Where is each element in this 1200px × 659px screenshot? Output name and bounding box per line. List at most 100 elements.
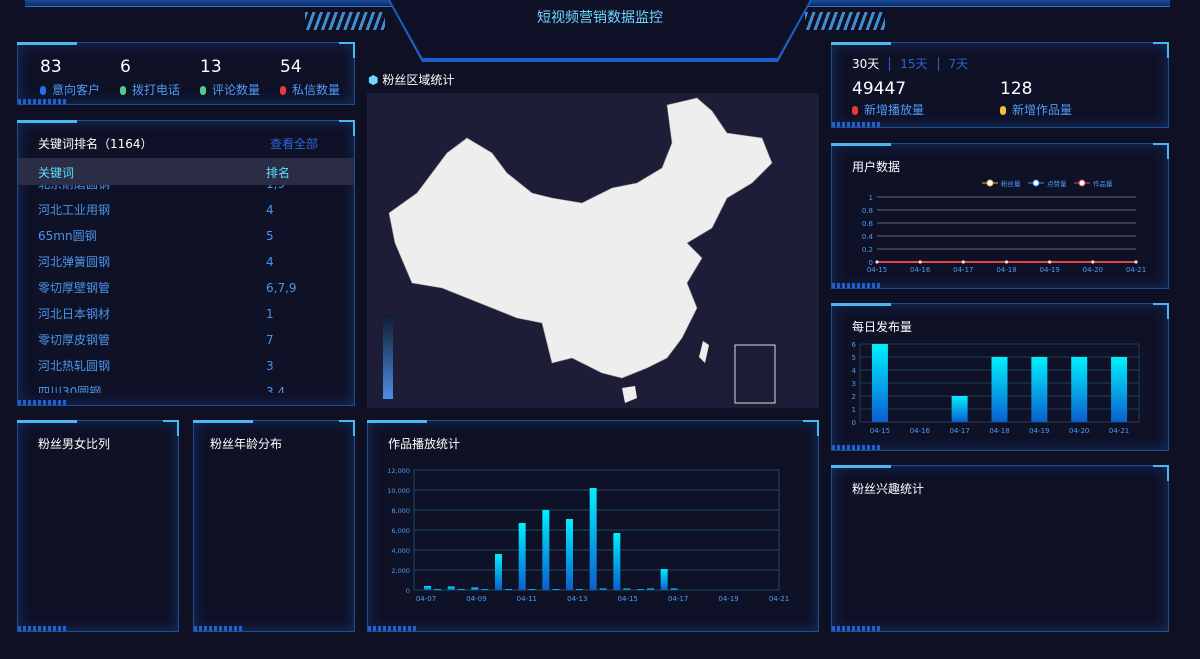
- user-data-panel: 用户数据 0 0.2 0.4 0.6 0.8 1 04-15 04-16 04-17 04-18 0…: [831, 143, 1169, 289]
- bar: [542, 510, 550, 590]
- bar: [505, 589, 512, 590]
- gender-title: 粉丝男女比列: [38, 437, 111, 451]
- daily-chart: 0 1 2 3 4 5 6 04-15 04-16 04-17 04-18 04-19 04-20 04-…: [852, 341, 1140, 435]
- y-tick-label: 3: [852, 380, 856, 388]
- stat-2: 13 评论数量: [200, 57, 260, 98]
- view-all-link[interactable]: 查看全部: [270, 137, 319, 151]
- user-chart: 0 0.2 0.4 0.6 0.8 1 04-15 04-16 04-17 04-18 04-19 0…: [862, 179, 1146, 274]
- stat-label: 评论数量: [212, 83, 261, 97]
- daily-title: 每日发布量: [852, 320, 913, 334]
- period-panel: 30天 15天 7天 49447 新增播放量 128 新增作品量: [831, 42, 1169, 128]
- tab-0[interactable]: 30天: [852, 57, 880, 71]
- metric-1: 128 新增作品量: [1000, 79, 1072, 118]
- keyword: 零切厚皮钢管: [38, 333, 111, 347]
- bar: [613, 533, 621, 590]
- china-map: [383, 97, 776, 404]
- rank: 1: [266, 307, 274, 321]
- play-title: 作品播放统计: [388, 437, 461, 451]
- x-tick-label: 04-18: [989, 427, 1009, 435]
- bar: [647, 588, 654, 590]
- y-tick-label: 1: [869, 194, 873, 202]
- x-tick-label: 04-11: [517, 595, 537, 603]
- data-point: [1091, 260, 1095, 264]
- y-tick-label: 0: [406, 587, 410, 595]
- header-stripes-right: [805, 12, 885, 30]
- y-tick-label: 4: [852, 367, 857, 375]
- x-tick-label: 04-18: [996, 266, 1016, 274]
- tab-2[interactable]: 7天: [937, 57, 969, 71]
- legend-label: 作品量: [1093, 179, 1113, 188]
- bar: [589, 488, 597, 590]
- bar: [457, 589, 465, 590]
- data-point: [961, 260, 965, 264]
- bar: [447, 586, 455, 590]
- keyword-row: 河北日本钢材 1: [18, 301, 354, 327]
- keyword-row: 河北热轧圆钢 3: [18, 353, 354, 379]
- rank: 6,7,9: [266, 281, 297, 295]
- keyword: 河北日本钢材: [38, 307, 111, 321]
- legend-marker: [1078, 179, 1086, 187]
- bar: [660, 569, 668, 590]
- daily-panel: 每日发布量 0 1 2 3 4 5 6 04-15 04-16 04-17 04-18 04-19 04…: [831, 303, 1169, 451]
- y-tick-label: 0.8: [862, 207, 873, 215]
- y-tick-label: 0: [869, 259, 873, 267]
- stat-value: 54: [280, 57, 302, 77]
- keyword-row: 65mn圆钢 5: [18, 223, 354, 249]
- y-tick-label: 4,000: [391, 547, 410, 555]
- keyword-table-header: 关键词 排名: [18, 158, 354, 185]
- bar: [434, 589, 441, 590]
- stat-dot-icon: [120, 86, 126, 95]
- map-area[interactable]: [367, 93, 819, 408]
- metric-label: 新增作品量: [1012, 103, 1073, 117]
- bar: [599, 588, 607, 590]
- rank: 4: [266, 203, 274, 217]
- x-tick-label: 04-19: [1039, 266, 1059, 274]
- x-tick-label: 04-21: [769, 595, 789, 603]
- interest-title: 粉丝兴趣统计: [852, 482, 925, 496]
- metric-dot-icon: [1000, 106, 1006, 115]
- map-title: ⬢ 粉丝区域统计: [368, 71, 454, 88]
- y-tick-label: 6: [852, 341, 857, 349]
- hainan-shape: [622, 386, 637, 403]
- y-tick-label: 6,000: [391, 527, 410, 535]
- gender-panel: 粉丝男女比列: [17, 420, 179, 632]
- data-point: [1005, 260, 1008, 264]
- south-sea-inset: [734, 344, 776, 404]
- tab-1[interactable]: 15天: [889, 57, 928, 71]
- y-tick-label: 0.4: [862, 233, 874, 241]
- x-tick-label: 04-21: [1109, 427, 1129, 435]
- stat-dot-icon: [40, 86, 46, 95]
- x-tick-label: 04-13: [567, 595, 587, 603]
- stat-3: 54 私信数量: [280, 57, 340, 98]
- rank: 5: [266, 229, 274, 243]
- bar: [951, 396, 968, 422]
- keyword-list[interactable]: 北京耐磨圆钢1,9河北工业用钢465mn圆钢5河北弹簧圆钢4零切厚壁钢管6,7,…: [18, 171, 354, 393]
- legend-label: 点赞量: [1047, 179, 1067, 188]
- stat-value: 83: [40, 57, 62, 77]
- legend-marker: [986, 179, 994, 187]
- legend-marker: [1032, 179, 1040, 187]
- y-tick-label: 8,000: [391, 507, 410, 515]
- y-tick-label: 1: [852, 406, 856, 414]
- x-tick-label: 04-15: [618, 595, 638, 603]
- bar: [623, 588, 631, 590]
- bar: [991, 357, 1008, 422]
- stats-panel: 83 意向客户 6 拨打电话 13 评论数量 54 私信数量: [17, 42, 355, 105]
- y-tick-label: 2: [852, 393, 856, 401]
- bar: [576, 589, 583, 590]
- age-panel: 粉丝年龄分布: [193, 420, 355, 632]
- china-shape: [388, 97, 773, 379]
- x-tick-label: 04-16: [910, 427, 931, 435]
- bar: [1071, 357, 1088, 422]
- rank: 3: [266, 359, 274, 373]
- y-tick-label: 0: [852, 419, 856, 427]
- data-point: [1048, 260, 1052, 264]
- x-tick-label: 04-17: [953, 266, 973, 274]
- bar: [552, 589, 560, 590]
- y-tick-label: 2,000: [391, 567, 410, 575]
- bar: [471, 587, 479, 590]
- metric-label: 新增播放量: [864, 103, 925, 117]
- keyword-row: 四川30圆钢 3,4: [18, 379, 354, 393]
- x-tick-label: 04-19: [1029, 427, 1049, 435]
- col-keyword: 关键词: [38, 166, 75, 180]
